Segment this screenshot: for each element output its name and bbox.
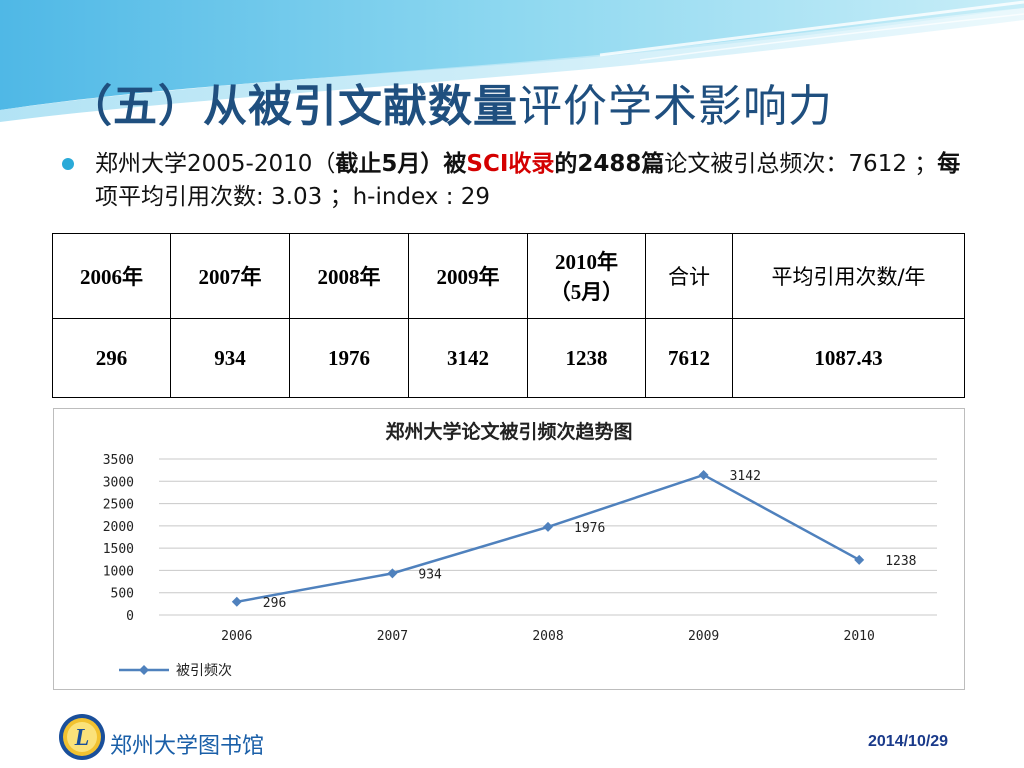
footer-organization: 郑州大学图书馆 xyxy=(110,734,265,759)
y-tick-label: 2500 xyxy=(103,498,134,513)
table-cell: 1976 xyxy=(289,318,409,398)
slide-title-bold: （五）从被引文献数量 xyxy=(68,81,518,132)
citation-table: 2006年 2007年 2008年 2009年 2010年 （5月） 合计 平均引… xyxy=(52,233,965,398)
legend-marker xyxy=(139,665,149,675)
x-tick-label: 2009 xyxy=(688,629,719,644)
line-chart: 郑州大学论文被引频次趋势图 0 500 1000 1500 2000 2500 3000 350… xyxy=(103,420,937,679)
library-logo-icon: L xyxy=(59,714,105,760)
table-header-cell: 平均引用次数/年 xyxy=(732,233,965,319)
data-label: 296 xyxy=(263,596,286,611)
data-point xyxy=(854,554,865,565)
table-cell: 1087.43 xyxy=(732,318,965,398)
table-header-cell: 2007年 xyxy=(170,233,290,319)
summary-seg4: 的2488篇 xyxy=(554,151,665,177)
table-cell: 296 xyxy=(52,318,171,398)
y-tick-label: 2000 xyxy=(103,520,134,535)
y-tick-label: 500 xyxy=(111,587,134,602)
data-label: 1976 xyxy=(574,521,605,536)
bullet-dot-icon xyxy=(62,158,74,170)
summary-seg6: 每 xyxy=(937,151,961,177)
summary-seg2: 截止5月）被 xyxy=(335,151,467,177)
y-tick-label: 1000 xyxy=(103,564,134,579)
data-point xyxy=(387,568,398,579)
summary-text: 郑州大学2005-2010（截止5月）被SCI收录的2488篇论文被引总频次：7… xyxy=(95,148,962,214)
summary-seg5: 论文被引总频次：7612 ； xyxy=(664,151,938,177)
table-header-cell: 2006年 xyxy=(52,233,171,319)
summary-seg7: 项平均引用次数 xyxy=(95,184,256,210)
x-tick-label: 2008 xyxy=(532,629,563,644)
data-label: 1238 xyxy=(885,554,916,569)
table-header-cell: 2008年 xyxy=(289,233,409,319)
table-header-cell: 2010年 （5月） xyxy=(527,233,646,319)
table-row: 296 934 1976 3142 1238 7612 1087.43 xyxy=(52,318,965,398)
footer-date: 2014/10/29 xyxy=(868,733,949,750)
y-tick-label: 0 xyxy=(126,609,134,624)
table-header-cell: 合计 xyxy=(645,233,733,319)
y-tick-label: 3000 xyxy=(103,475,134,490)
table-header-cell: 2009年 xyxy=(408,233,528,319)
data-point xyxy=(231,596,242,607)
table-cell: 934 xyxy=(170,318,290,398)
legend-label: 被引频次 xyxy=(176,663,232,679)
x-tick-label: 2006 xyxy=(221,629,252,644)
data-point xyxy=(543,521,553,532)
chart-title: 郑州大学论文被引频次趋势图 xyxy=(385,420,632,443)
table-header-line: 2010年 xyxy=(555,250,618,274)
table-header-row: 2006年 2007年 2008年 2009年 2010年 （5月） 合计 平均引… xyxy=(52,233,965,319)
summary-seg8: : 3.03 ；h-index : 29 xyxy=(256,184,491,210)
data-point xyxy=(698,469,709,480)
table-cell: 1238 xyxy=(527,318,646,398)
x-tick-label: 2007 xyxy=(377,629,408,644)
summary-bullet: 郑州大学2005-2010（截止5月）被SCI收录的2488篇论文被引总频次：7… xyxy=(62,148,962,214)
data-label: 934 xyxy=(418,567,442,582)
data-label: 3142 xyxy=(730,469,761,484)
table-cell: 3142 xyxy=(408,318,528,398)
table-cell: 7612 xyxy=(645,318,733,398)
summary-sci: SCI收录 xyxy=(466,151,555,177)
series-line xyxy=(236,473,860,604)
summary-seg1: 郑州大学2005-2010（ xyxy=(95,151,336,177)
svg-text:L: L xyxy=(74,725,90,751)
y-tick-label: 3500 xyxy=(103,453,134,468)
y-tick-label: 1500 xyxy=(103,542,134,557)
slide-title: （五）从被引文献数量评价学术影响力 xyxy=(68,70,833,134)
header-wave-decoration xyxy=(0,0,1024,122)
table-header-line: （5月） xyxy=(549,280,624,304)
x-tick-label: 2010 xyxy=(844,629,875,644)
slide-title-rest: 评价学术影响力 xyxy=(518,81,833,132)
chart-container: 郑州大学论文被引频次趋势图 0 500 1000 1500 2000 2500 3000 350… xyxy=(53,408,965,690)
